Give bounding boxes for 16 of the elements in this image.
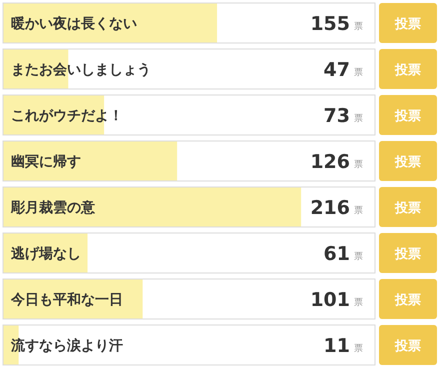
y-tick-label: 暖かい夜は長くない: [11, 15, 137, 32]
data-label: 216: [310, 197, 350, 219]
y-tick-label: 幽冥に帰す: [11, 154, 81, 170]
data-label: 47: [324, 59, 350, 81]
data-label: 73: [324, 105, 350, 127]
data-label: 101: [310, 289, 350, 311]
data-label: 61: [324, 243, 350, 265]
y-tick-label: 彫月裁雲の意: [10, 199, 96, 216]
y-tick-label: これがウチだよ！: [11, 108, 123, 124]
y-tick-label: 今日も平和な一日: [10, 292, 123, 308]
y-tick-label: 逃げ場なし: [10, 246, 81, 262]
data-label: 11: [324, 335, 350, 357]
data-label: 126: [310, 151, 350, 173]
y-tick-label: 流すなら涙より汗: [10, 337, 123, 354]
data-label: 155: [310, 13, 350, 35]
y-tick-label: またお会いしましょう: [11, 62, 151, 78]
